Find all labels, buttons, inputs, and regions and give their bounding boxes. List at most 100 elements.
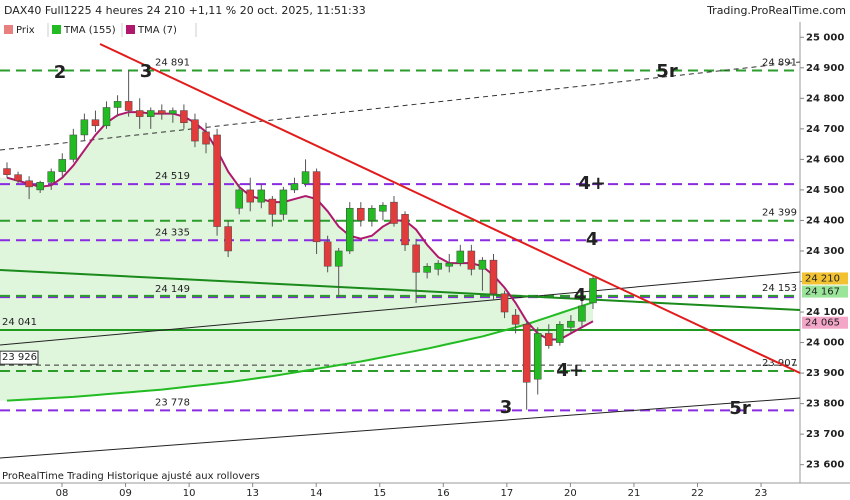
candle-body <box>80 119 89 136</box>
wave-annotation: 4+ <box>578 173 606 194</box>
candle-body <box>401 214 409 246</box>
x-tick-label: 21 <box>628 488 641 499</box>
level-label: 24 041 <box>2 317 37 328</box>
candle-body <box>567 320 575 328</box>
level-label: 24 153 <box>762 283 797 294</box>
legend-label: TMA (155) <box>63 25 116 36</box>
x-tick-label: 14 <box>310 488 323 499</box>
price-tag <box>802 316 848 329</box>
candle-body <box>323 241 332 267</box>
trend-line <box>0 397 801 459</box>
candle-body <box>511 314 520 325</box>
candle-body <box>346 207 354 252</box>
level-label: 24 891 <box>762 58 797 69</box>
level-label: 24 519 <box>155 171 190 182</box>
wave-annotation: 4+ <box>556 360 584 381</box>
candle-body <box>124 101 133 111</box>
tma-fill <box>0 177 7 401</box>
y-tick-label: 24 000 <box>806 338 844 349</box>
x-tick-label: 10 <box>183 488 196 499</box>
candle-body <box>213 134 221 227</box>
candle-body <box>257 189 266 203</box>
level-label: 24 149 <box>155 284 190 295</box>
candle-body <box>191 119 199 142</box>
level-tag <box>0 350 39 365</box>
x-tick-label: 09 <box>119 488 132 499</box>
candle-body <box>158 110 166 114</box>
candle-body <box>14 174 22 182</box>
legend-label: Prix <box>16 25 35 36</box>
candle-body <box>434 262 442 270</box>
candle-body <box>301 171 310 185</box>
wave-annotation: 5r <box>729 398 751 419</box>
candle-body <box>522 323 531 383</box>
wave-annotation: 4 <box>586 229 599 250</box>
level-label: 23 778 <box>155 397 190 408</box>
candle-body <box>423 265 431 273</box>
x-tick-label: 15 <box>373 488 386 499</box>
candle-body <box>578 305 586 322</box>
legend-swatch <box>4 25 13 34</box>
level-label: 24 891 <box>155 58 190 69</box>
candle-body <box>478 259 487 270</box>
tma-line <box>6 301 594 402</box>
trend-line <box>0 269 801 311</box>
candle-body <box>91 119 100 127</box>
y-tick-label: 23 800 <box>806 399 844 410</box>
wave-annotation: 3 <box>140 61 153 82</box>
candle-body <box>279 189 288 215</box>
trend-line <box>99 43 801 374</box>
legend-swatch <box>52 25 61 34</box>
legend-label: TMA (7) <box>137 25 177 36</box>
y-tick-label: 24 900 <box>806 63 844 74</box>
candle-body <box>25 180 33 188</box>
x-tick-label: 20 <box>564 488 577 499</box>
x-tick-label: 08 <box>56 488 69 499</box>
y-tick-label: 25 000 <box>806 32 844 43</box>
wave-annotation: 2 <box>54 62 67 83</box>
candle-body <box>334 250 343 267</box>
candle-body <box>69 134 78 160</box>
price-tag-label: 24 167 <box>805 287 840 298</box>
candle-body <box>589 278 597 304</box>
wave-annotation: 3 <box>500 397 513 418</box>
x-tick-label: 22 <box>691 488 704 499</box>
price-tag <box>802 272 848 285</box>
candle-body <box>235 189 243 209</box>
candle-body <box>390 201 398 224</box>
y-tick-label: 23 900 <box>806 368 844 379</box>
candle-body <box>456 250 465 264</box>
candle-body <box>533 333 542 380</box>
level-layer: 24 891 24 891 24 519 24 399 24 335 24 149 24 1… <box>0 58 800 412</box>
candle-body <box>146 110 155 117</box>
trend-line <box>0 271 801 346</box>
price-tag-label: 24 210 <box>805 273 840 284</box>
price-tag <box>802 285 848 298</box>
candle-body <box>47 171 55 183</box>
level-label: 24 399 <box>762 208 797 219</box>
y-tick-label: 24 600 <box>806 154 844 165</box>
candle-body <box>169 110 177 114</box>
candle-body <box>268 198 277 215</box>
candle-body <box>180 110 188 123</box>
y-tick-label: 24 400 <box>806 215 844 226</box>
x-tick-label: 17 <box>500 488 513 499</box>
candle-body <box>102 107 111 127</box>
candle-body <box>36 182 44 191</box>
x-tick-label: 23 <box>755 488 768 499</box>
candle-body <box>135 110 144 117</box>
x-tick-label: 16 <box>437 488 450 499</box>
candle-body <box>202 131 210 145</box>
source: Trading.ProRealTime.com <box>706 4 846 17</box>
y-tick-label: 24 500 <box>806 185 844 196</box>
candle-body <box>379 204 387 212</box>
legend-swatch <box>126 25 135 34</box>
y-tick-label: 24 700 <box>806 124 844 135</box>
candle-body <box>312 171 321 243</box>
candle-body <box>556 323 564 343</box>
y-tick-label: 24 100 <box>806 307 844 318</box>
candle-body <box>545 333 553 346</box>
candle-body <box>467 250 476 270</box>
candle-body <box>3 168 11 175</box>
